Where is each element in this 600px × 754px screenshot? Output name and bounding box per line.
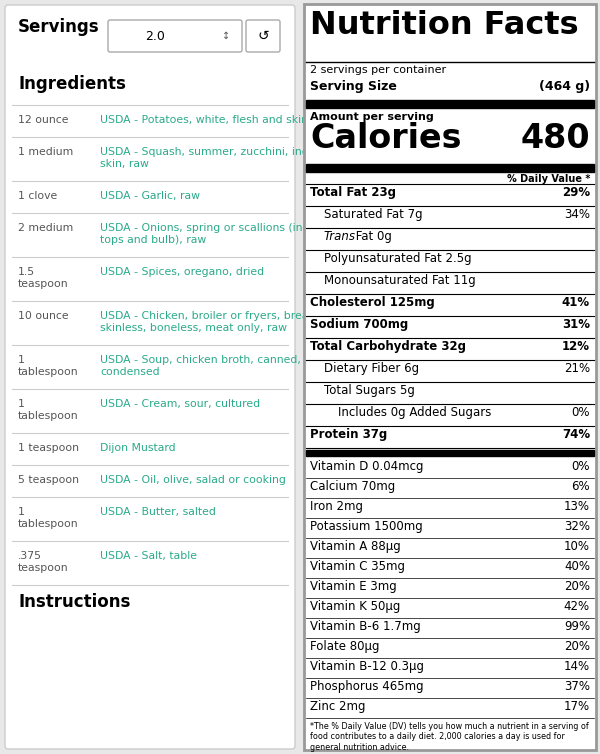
Text: 12 ounce: 12 ounce xyxy=(18,115,68,125)
Text: Serving Size: Serving Size xyxy=(310,80,397,93)
Text: 1 medium: 1 medium xyxy=(18,147,73,157)
Bar xyxy=(306,450,594,456)
Text: ↺: ↺ xyxy=(257,29,269,43)
Text: Amount per serving: Amount per serving xyxy=(310,112,434,122)
Text: 40%: 40% xyxy=(564,560,590,573)
Text: 1 teaspoon: 1 teaspoon xyxy=(18,443,79,453)
Text: Trans: Trans xyxy=(324,230,356,243)
Text: (464 g): (464 g) xyxy=(539,80,590,93)
Text: Saturated Fat 7g: Saturated Fat 7g xyxy=(324,208,422,221)
Text: Calories: Calories xyxy=(310,122,461,155)
Text: Total Carbohydrate 32g: Total Carbohydrate 32g xyxy=(310,340,466,353)
Text: Polyunsaturated Fat 2.5g: Polyunsaturated Fat 2.5g xyxy=(324,252,472,265)
Text: 99%: 99% xyxy=(564,620,590,633)
Text: Vitamin C 35mg: Vitamin C 35mg xyxy=(310,560,405,573)
Text: 2 servings per container: 2 servings per container xyxy=(310,65,446,75)
Text: 1
tablespoon: 1 tablespoon xyxy=(18,399,79,421)
Text: 37%: 37% xyxy=(564,680,590,693)
Text: 20%: 20% xyxy=(564,640,590,653)
Text: Vitamin D 0.04mcg: Vitamin D 0.04mcg xyxy=(310,460,424,473)
Text: 2 medium: 2 medium xyxy=(18,223,73,233)
Text: 0%: 0% xyxy=(571,460,590,473)
Text: USDA - Soup, chicken broth, canned,
condensed: USDA - Soup, chicken broth, canned, cond… xyxy=(100,355,301,376)
Text: Ingredients: Ingredients xyxy=(18,75,126,93)
Text: 17%: 17% xyxy=(564,700,590,713)
Text: 10%: 10% xyxy=(564,540,590,553)
Text: 42%: 42% xyxy=(564,600,590,613)
Text: USDA - Chicken, broiler or fryers, breast,
skinless, boneless, meat only, raw: USDA - Chicken, broiler or fryers, breas… xyxy=(100,311,322,333)
Text: Instructions: Instructions xyxy=(18,593,130,611)
Text: 74%: 74% xyxy=(562,428,590,441)
Text: Sodium 700mg: Sodium 700mg xyxy=(310,318,408,331)
Text: Vitamin E 3mg: Vitamin E 3mg xyxy=(310,580,397,593)
Bar xyxy=(306,164,594,172)
Text: 32%: 32% xyxy=(564,520,590,533)
Text: 13%: 13% xyxy=(564,500,590,513)
Text: 12%: 12% xyxy=(562,340,590,353)
Text: Dietary Fiber 6g: Dietary Fiber 6g xyxy=(324,362,419,375)
Text: USDA - Spices, oregano, dried: USDA - Spices, oregano, dried xyxy=(100,267,264,277)
Text: 31%: 31% xyxy=(562,318,590,331)
Text: USDA - Potatoes, white, flesh and skin, raw: USDA - Potatoes, white, flesh and skin, … xyxy=(100,115,335,125)
FancyBboxPatch shape xyxy=(108,20,242,52)
Text: Vitamin A 88μg: Vitamin A 88μg xyxy=(310,540,401,553)
Text: 6%: 6% xyxy=(571,480,590,493)
Text: 5 teaspoon: 5 teaspoon xyxy=(18,475,79,485)
Text: ↕: ↕ xyxy=(222,31,230,41)
Text: Iron 2mg: Iron 2mg xyxy=(310,500,363,513)
Text: USDA - Cream, sour, cultured: USDA - Cream, sour, cultured xyxy=(100,399,260,409)
Text: Potassium 1500mg: Potassium 1500mg xyxy=(310,520,423,533)
Text: 0%: 0% xyxy=(571,406,590,419)
Text: .375
teaspoon: .375 teaspoon xyxy=(18,551,68,572)
Text: USDA - Onions, spring or scallions (includes
tops and bulb), raw: USDA - Onions, spring or scallions (incl… xyxy=(100,223,338,244)
Text: *The % Daily Value (DV) tells you how much a nutrient in a serving of
food contr: *The % Daily Value (DV) tells you how mu… xyxy=(310,722,589,752)
Text: USDA - Garlic, raw: USDA - Garlic, raw xyxy=(100,191,200,201)
Text: Total Sugars 5g: Total Sugars 5g xyxy=(324,384,415,397)
Text: Servings: Servings xyxy=(18,18,100,36)
Text: Folate 80μg: Folate 80μg xyxy=(310,640,380,653)
Text: Fat 0g: Fat 0g xyxy=(352,230,392,243)
Text: USDA - Butter, salted: USDA - Butter, salted xyxy=(100,507,216,517)
Text: Calcium 70mg: Calcium 70mg xyxy=(310,480,395,493)
Text: 34%: 34% xyxy=(564,208,590,221)
FancyBboxPatch shape xyxy=(304,4,596,750)
Text: 14%: 14% xyxy=(564,660,590,673)
Text: Protein 37g: Protein 37g xyxy=(310,428,387,441)
Text: Monounsaturated Fat 11g: Monounsaturated Fat 11g xyxy=(324,274,476,287)
Text: % Daily Value *: % Daily Value * xyxy=(506,174,590,184)
Text: 1
tablespoon: 1 tablespoon xyxy=(18,507,79,529)
Text: Vitamin K 50μg: Vitamin K 50μg xyxy=(310,600,400,613)
Text: 1 clove: 1 clove xyxy=(18,191,57,201)
Text: Nutrition Facts: Nutrition Facts xyxy=(310,10,578,41)
Text: USDA - Oil, olive, salad or cooking: USDA - Oil, olive, salad or cooking xyxy=(100,475,286,485)
Text: Zinc 2mg: Zinc 2mg xyxy=(310,700,365,713)
Text: Vitamin B-12 0.3μg: Vitamin B-12 0.3μg xyxy=(310,660,424,673)
Text: Total Fat 23g: Total Fat 23g xyxy=(310,186,396,199)
Text: 41%: 41% xyxy=(562,296,590,309)
Text: 20%: 20% xyxy=(564,580,590,593)
Text: 2.0: 2.0 xyxy=(145,29,165,42)
Text: 1
tablespoon: 1 tablespoon xyxy=(18,355,79,376)
FancyBboxPatch shape xyxy=(246,20,280,52)
FancyBboxPatch shape xyxy=(5,5,295,749)
Text: USDA - Salt, table: USDA - Salt, table xyxy=(100,551,197,561)
Text: Vitamin B-6 1.7mg: Vitamin B-6 1.7mg xyxy=(310,620,421,633)
Text: 480: 480 xyxy=(520,122,590,155)
Text: Includes 0g Added Sugars: Includes 0g Added Sugars xyxy=(338,406,491,419)
Text: USDA - Squash, summer, zucchini, includes
skin, raw: USDA - Squash, summer, zucchini, include… xyxy=(100,147,337,169)
Bar xyxy=(306,100,594,108)
Text: 10 ounce: 10 ounce xyxy=(18,311,68,321)
Text: 1.5
teaspoon: 1.5 teaspoon xyxy=(18,267,68,289)
Text: Phosphorus 465mg: Phosphorus 465mg xyxy=(310,680,424,693)
Text: Cholesterol 125mg: Cholesterol 125mg xyxy=(310,296,435,309)
Text: Dijon Mustard: Dijon Mustard xyxy=(100,443,176,453)
Text: 29%: 29% xyxy=(562,186,590,199)
Text: 21%: 21% xyxy=(564,362,590,375)
